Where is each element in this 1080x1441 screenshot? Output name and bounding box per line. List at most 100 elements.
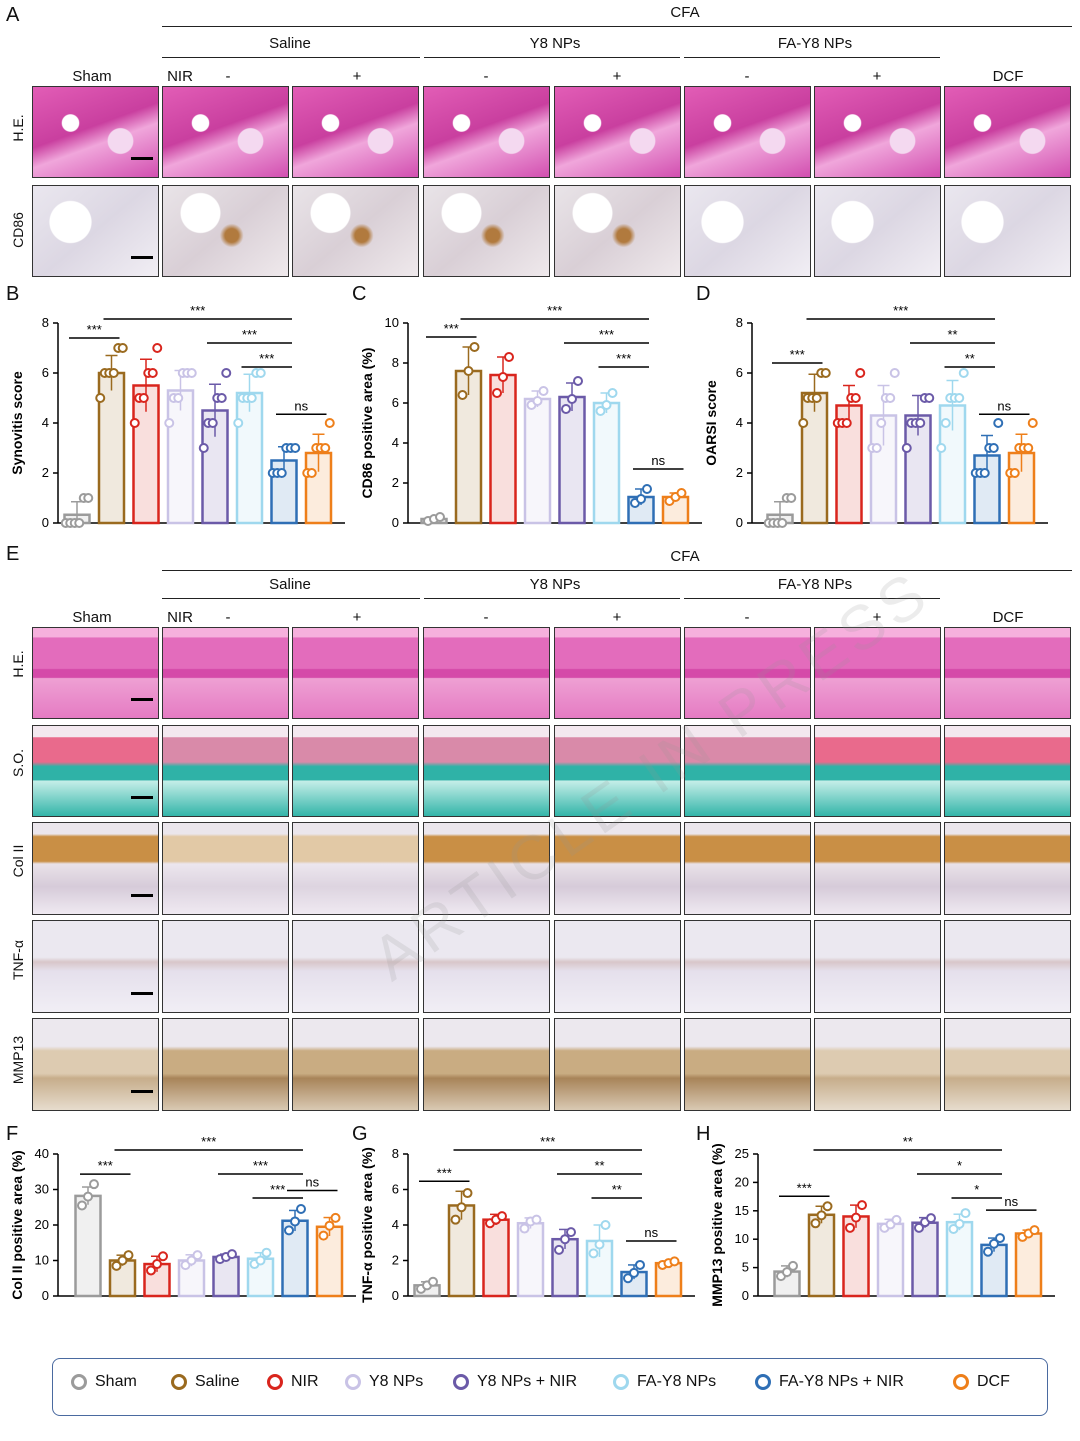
micrograph-e-mmp-1: [32, 1018, 159, 1111]
data-point-C: [636, 494, 646, 504]
micrograph-e-he-6: [684, 627, 811, 719]
data-point-B: [290, 443, 301, 453]
data-point-F: [290, 1216, 300, 1227]
data-point-D: [993, 418, 1004, 428]
data-point-H: [926, 1213, 936, 1224]
sig-label-H: *: [974, 1182, 979, 1197]
data-point-F: [123, 1250, 134, 1261]
data-point-D: [936, 443, 947, 453]
data-point-D: [954, 393, 965, 403]
y-tick-label-H: 0: [742, 1288, 749, 1303]
y-tick-label-D: 4: [736, 415, 743, 430]
data-point-B: [198, 443, 209, 453]
data-point-B: [108, 368, 119, 378]
data-point-C: [498, 372, 508, 382]
micrograph-e-col-6: [684, 822, 811, 915]
data-point-H: [983, 1246, 993, 1257]
micrograph-e-so-8: [944, 725, 1071, 817]
data-point-D: [798, 418, 809, 428]
legend-label: DCF: [977, 1373, 1010, 1390]
sig-label-G: ***: [540, 1134, 555, 1149]
data-point-B: [255, 368, 266, 378]
header-cfa-e: CFA: [670, 548, 700, 565]
legend-item-sham: Sham: [71, 1373, 137, 1391]
micrograph-e-mmp-5: [554, 1018, 681, 1111]
data-point-F: [284, 1225, 294, 1236]
scale-bar: [131, 157, 153, 160]
micrograph-e-he-2: [162, 627, 289, 719]
sig-label-D: ns: [997, 398, 1011, 413]
data-point-F: [83, 1191, 93, 1202]
micrograph-e-col-8: [944, 822, 1071, 915]
data-point-F: [296, 1204, 306, 1215]
col-label-dcf: DCF: [992, 68, 1024, 85]
data-point-D: [850, 393, 861, 403]
data-point-H: [891, 1214, 902, 1225]
micrograph-a-he-6: [684, 86, 811, 178]
micrograph-e-he-7: [814, 627, 941, 719]
sig-label-G: ***: [437, 1165, 452, 1180]
bar-D-7: [973, 454, 1001, 525]
col-label-sham-e: Sham: [72, 609, 112, 626]
data-point-B: [276, 468, 287, 478]
data-point-F: [186, 1255, 197, 1266]
data-point-G: [669, 1256, 680, 1267]
bar-C-4: [523, 397, 552, 525]
y-tick-label-C: 4: [392, 435, 399, 450]
legend-item-saline: Saline: [171, 1373, 239, 1391]
micrograph-e-so-7: [814, 725, 941, 817]
data-point-D: [777, 518, 788, 528]
data-point-F: [255, 1255, 266, 1266]
y-tick-label-B: 0: [42, 515, 49, 530]
data-point-D: [958, 368, 969, 378]
legend-dot-y8nir: [453, 1374, 469, 1390]
micrograph-e-he-1: [32, 627, 159, 719]
sig-label-B: ***: [87, 322, 102, 337]
micrograph-e-mmp-4: [423, 1018, 550, 1111]
data-point-H: [810, 1218, 821, 1229]
panel-label-c: C: [352, 283, 367, 305]
y-tick-label-G: 6: [392, 1182, 399, 1197]
panel-label-g: G: [352, 1123, 368, 1145]
legend: Sham Saline NIR Y8 NPs Y8 NPs + NIR FA-Y…: [52, 1358, 1048, 1416]
micrograph-e-mmp-3: [292, 1018, 419, 1111]
micrograph-e-col-5: [554, 822, 681, 915]
scale-bar: [131, 992, 153, 995]
data-point-D: [915, 418, 926, 428]
data-point-B: [74, 518, 85, 528]
micrograph-a-he-8: [944, 86, 1071, 178]
micrograph-a-cd86-1: [32, 185, 159, 277]
micrograph-e-so-6: [684, 725, 811, 817]
micrograph-e-tnf-4: [423, 920, 550, 1013]
micrograph-e-tnf-3: [292, 920, 419, 1013]
data-point-G: [623, 1273, 633, 1284]
data-point-C: [601, 400, 612, 410]
data-point-D: [924, 393, 935, 403]
data-point-H: [857, 1200, 867, 1211]
legend-item-fay8nir: FA-Y8 NPs + NIR: [755, 1373, 904, 1391]
data-point-B: [246, 393, 257, 403]
data-point-F: [152, 1259, 162, 1270]
data-point-H: [948, 1223, 959, 1234]
data-point-G: [560, 1234, 570, 1245]
y-axis-label-H: MMP13 positive area (%): [709, 1143, 725, 1306]
micrograph-e-he-8: [944, 627, 1071, 719]
y-tick-label-G: 0: [392, 1288, 399, 1303]
sig-label-B: ***: [190, 303, 205, 318]
micrograph-a-he-7: [814, 86, 941, 178]
bar-G-3: [482, 1218, 510, 1298]
data-point-D: [1009, 468, 1020, 478]
col-label-minus-3: -: [744, 68, 750, 85]
data-point-F: [89, 1179, 99, 1190]
data-point-B: [186, 368, 197, 378]
micrograph-a-cd86-3: [292, 185, 419, 277]
micrograph-e-mmp-6: [684, 1018, 811, 1111]
micrograph-e-col-1: [32, 822, 159, 915]
micrograph-e-tnf-6: [684, 920, 811, 1013]
col-label-plus-e2: +: [612, 609, 622, 626]
data-point-D: [901, 443, 912, 453]
micrograph-e-mmp-2: [162, 1018, 289, 1111]
data-point-C: [463, 366, 474, 376]
data-point-B: [320, 443, 331, 453]
y-tick-label-D: 6: [736, 365, 743, 380]
